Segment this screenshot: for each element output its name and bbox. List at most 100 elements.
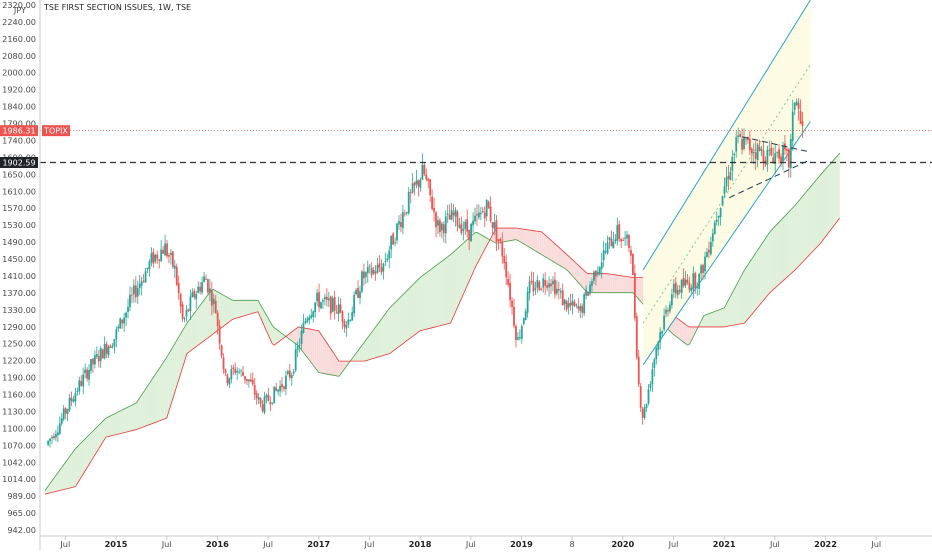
cloud-segment — [290, 331, 293, 342]
candle-body — [682, 277, 685, 287]
cloud-segment — [251, 300, 254, 314]
candle-body — [335, 312, 338, 314]
cloud-segment — [535, 230, 538, 253]
cloud-segment — [829, 162, 832, 232]
cloud-segment — [562, 250, 565, 269]
candle-body — [421, 164, 424, 180]
cloud-segment — [462, 241, 465, 296]
candle-body — [801, 121, 804, 126]
y-tick-label: 1100.00 — [2, 423, 36, 433]
cloud-segment — [833, 157, 836, 226]
candle-body — [756, 144, 759, 161]
candle-body — [97, 355, 100, 362]
candle-body — [497, 239, 500, 241]
candle-body — [515, 325, 517, 341]
candle-body — [440, 223, 443, 231]
candle-body — [411, 183, 414, 193]
candle-body — [329, 296, 332, 314]
cloud-segment — [491, 233, 494, 242]
candle-body — [88, 369, 90, 380]
candle-body — [370, 267, 373, 276]
candle-body — [49, 438, 51, 442]
cloud-segment — [517, 228, 520, 242]
cloud-segment — [357, 348, 360, 362]
candle-body — [643, 407, 646, 418]
candle-body — [66, 409, 69, 414]
cloud-segment — [714, 310, 717, 327]
candle-body — [166, 243, 168, 257]
candle-body — [129, 294, 131, 308]
candle-body — [191, 292, 194, 297]
candle-body — [509, 283, 511, 301]
cloud-segment — [543, 233, 546, 258]
candle-body — [462, 228, 465, 231]
candle-body — [107, 346, 110, 356]
candle-body — [251, 379, 254, 385]
candle-body — [589, 284, 591, 294]
candle-body — [425, 174, 428, 180]
candle-body — [216, 312, 219, 327]
cloud-segment — [760, 242, 763, 304]
candle-body — [364, 272, 367, 277]
candle-body — [228, 378, 231, 385]
candle-body — [93, 355, 96, 365]
cloud-segment — [134, 402, 137, 431]
cloud-segment — [618, 275, 621, 293]
cloud-segment — [51, 479, 54, 493]
cloud-segment — [294, 328, 297, 345]
x-tick-label: 2016 — [206, 539, 229, 549]
candle-body — [739, 134, 742, 138]
candle-body — [713, 222, 716, 235]
candle-body — [516, 337, 519, 340]
candle-body — [748, 138, 751, 151]
candle-body — [678, 289, 681, 292]
cloud-segment — [639, 277, 642, 302]
candle-body — [320, 302, 322, 309]
candle-body — [729, 171, 732, 180]
cloud-segment — [776, 222, 779, 287]
candle-body — [171, 251, 174, 267]
candle-body — [612, 241, 615, 249]
cloud-segment — [434, 265, 437, 328]
cloud-segment — [261, 307, 265, 326]
candle-body — [534, 288, 537, 290]
cloud-segment — [395, 299, 398, 349]
candle-body — [489, 206, 492, 222]
candle-body — [651, 369, 654, 384]
cloud-segment — [174, 340, 177, 393]
cloud-segment — [81, 440, 84, 477]
cloud-segment — [545, 235, 548, 259]
cloud-segment — [823, 169, 826, 240]
cloud-segment — [316, 330, 319, 373]
candle-body — [277, 389, 280, 392]
candle-body — [417, 180, 420, 187]
candle-body — [168, 255, 170, 257]
cloud-segment — [578, 265, 581, 285]
candle-body — [499, 239, 502, 242]
y-tick-label: 2160.00 — [2, 34, 36, 44]
candle-body — [294, 349, 297, 371]
candle-body — [209, 288, 211, 293]
candle-body — [563, 299, 566, 305]
candle-body — [745, 138, 747, 140]
candle-body — [249, 379, 252, 382]
candle-body — [154, 254, 157, 262]
cloud-segment — [160, 363, 163, 421]
candle-body — [690, 287, 693, 292]
candle-body — [288, 370, 291, 378]
cloud-segment — [420, 275, 423, 331]
candle-body — [242, 372, 244, 376]
x-tick-label: 2018 — [409, 539, 432, 549]
candle-body — [296, 346, 299, 350]
candle-body — [181, 304, 184, 319]
cloud-segment — [274, 327, 277, 346]
cloud-segment — [55, 473, 58, 492]
x-tick-label: 2019 — [510, 539, 533, 549]
cloud-segment — [229, 298, 232, 322]
candle-body — [162, 249, 165, 254]
last-price-value: 1986.31 — [2, 127, 35, 136]
cloud-segment — [176, 336, 179, 386]
cloud-segment — [310, 329, 313, 365]
candle-body — [400, 222, 402, 227]
candle-body — [238, 371, 241, 373]
